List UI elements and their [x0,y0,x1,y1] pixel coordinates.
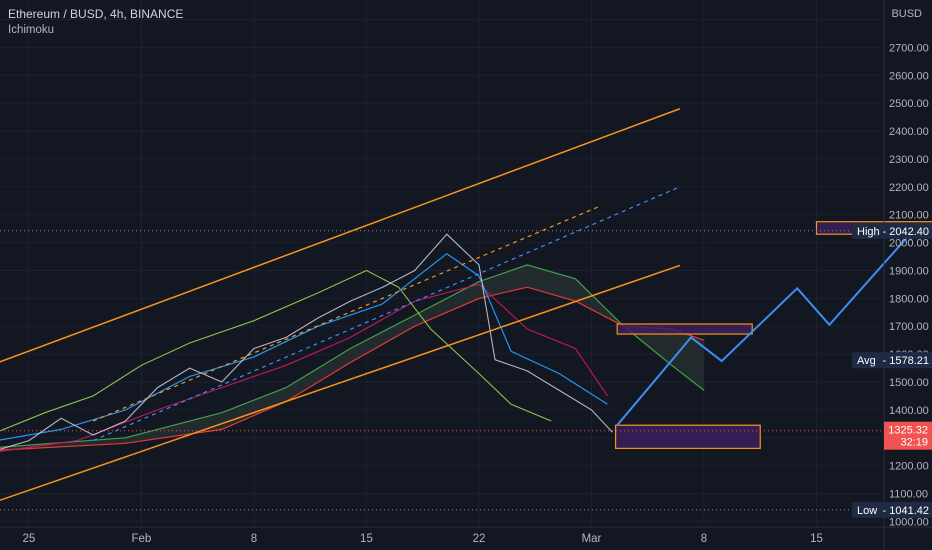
y-tick-label: 1400.00 [889,405,929,417]
price-tag-low-value: - 1041.42 [883,505,929,517]
y-tick-label: 2200.00 [889,182,929,194]
y-tick-label: 2600.00 [889,70,929,82]
y-axis-unit: BUSD [891,8,922,20]
projection-path[interactable] [616,230,914,426]
price-tag-avg-value: - 1578.21 [883,355,929,367]
price-tag-low-label: Low [857,505,877,517]
last-price-box [884,421,932,450]
y-tick-label: 2400.00 [889,126,929,138]
x-tick-label: 15 [360,533,373,545]
channel-line-upper[interactable] [0,108,681,363]
x-tick-label: 8 [251,533,257,545]
last-price-value: 1325.32 [888,425,928,437]
y-tick-label: 1900.00 [889,265,929,277]
y-tick-label: 2000.00 [889,238,929,250]
y-tick-label: 1800.00 [889,293,929,305]
price-tag-low-box [852,501,932,518]
y-tick-label: 1700.00 [889,321,929,333]
ichimoku-lines [0,252,608,452]
x-tick-label: Feb [132,533,152,545]
x-tick-label: 8 [701,533,707,545]
reference-lines [0,230,884,511]
symbol-title[interactable]: Ethereum / BUSD, 4h, BINANCE [8,7,184,21]
price-series [0,233,613,450]
price-tag-high-value: - 2042.40 [883,226,929,238]
y-axis[interactable]: 1000.001100.001200.001300.001400.001500.… [889,42,929,528]
price-tag-high-label: High [857,226,880,238]
x-tick-label: Mar [582,533,602,545]
y-tick-label: 2500.00 [889,98,929,110]
y-tick-label: 1200.00 [889,461,929,473]
price-tag-avg-box [852,352,932,369]
last-price-countdown: 32:19 [900,437,928,449]
chikou-span-line [0,269,552,432]
dashed-midline-1[interactable] [92,186,681,442]
x-tick-label: 22 [473,533,486,545]
price-tags: High - 2042.40 Avg - 1578.21 Low - 1041.42 132… [852,222,932,518]
cloud-fill [0,264,704,451]
channel-lines[interactable] [0,108,681,502]
y-tick-label: 1500.00 [889,377,929,389]
x-tick-label: 15 [810,533,823,545]
dashed-midline-0[interactable] [92,205,600,422]
zone-box-0[interactable] [614,424,761,449]
price-tag-avg-label: Avg [857,355,876,367]
price-tag-high-box [852,222,932,239]
x-axis[interactable]: 25 Feb 8 15 22 Mar 8 15 [23,533,823,545]
y-tick-label: 2100.00 [889,210,929,222]
x-tick-label: 25 [23,533,36,545]
price-line [0,233,613,450]
y-tick-label: 2300.00 [889,154,929,166]
kijun-sen-line [0,283,608,452]
y-tick-label: 1000.00 [889,516,929,528]
tenkan-sen-line [0,252,608,441]
y-tick-label: 1100.00 [889,489,928,501]
channel-line-lower[interactable] [0,264,681,502]
indicator-label[interactable]: Ichimoku [8,24,55,36]
zone-box-1[interactable] [616,323,753,335]
y-tick-label: 2700.00 [889,42,929,54]
